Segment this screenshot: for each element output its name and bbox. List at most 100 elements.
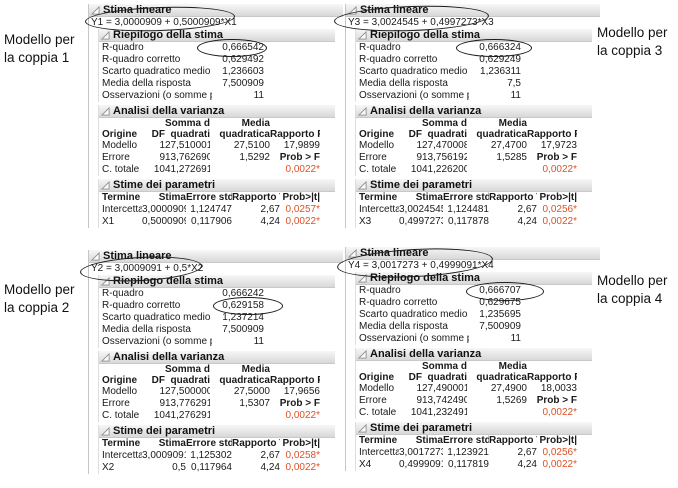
anova-section: Analisi della varianza Origine DF Somma … [355, 348, 600, 419]
anova-header-row: Origine DF Somma deiquadrati Mediaquadra… [359, 118, 577, 140]
summary-table: R-quadro 0,666707 R-quadro corretto 0,6296… [359, 285, 521, 345]
disclosure-triangle-icon[interactable] [101, 180, 110, 190]
param-term: X3 [359, 216, 372, 227]
anova-f: 17,9723 [540, 140, 577, 151]
disclosure-triangle-icon[interactable] [101, 276, 110, 286]
param-estimate: 3,0009091 [142, 450, 186, 461]
disclosure-triangle-icon[interactable] [358, 180, 367, 190]
table-row: X1 0,5000909 0,117906 4,24 0,0022* [102, 216, 320, 228]
anova-ms [210, 164, 270, 176]
col-header-stima: Stima [415, 435, 443, 446]
table-row: Intercetta 3,0017273 1,123921 2,67 0,025… [359, 447, 577, 459]
model-label-coppia-2: Modello per la coppia 2 [4, 282, 75, 316]
disclosure-triangle-icon[interactable] [358, 423, 367, 433]
disclosure-triangle-icon[interactable] [101, 426, 110, 436]
col-header-termine: Termine [102, 438, 141, 449]
anova-ss: 41,226200 [422, 164, 467, 175]
anova-ss: 13,756192 [422, 152, 467, 163]
section-title: Riepilogo della stima [370, 29, 481, 41]
anova-prob-f-label: Prob > F [536, 395, 577, 406]
parameter-table: Termine Stima Errore std Rapporto T Prob… [359, 192, 577, 228]
param-header-row: Termine Stima Errore std Rapporto T Prob… [102, 438, 320, 450]
table-row: C. totale 10 41,232491 0,0022* [359, 407, 577, 419]
disclosure-triangle-icon[interactable] [91, 5, 100, 15]
anova-ms: 27,4900 [490, 383, 527, 394]
stat-value: 7,5 [507, 78, 521, 89]
summary-table: R-quadro 0,666542 R-quadro corretto 0,6294… [102, 42, 264, 102]
disclosure-triangle-icon[interactable] [358, 349, 367, 359]
summary-of-fit-section: Riepilogo della stima R-quadro 0,666324 R… [355, 29, 600, 102]
regression-equation: Y2 = 3,0009091 + 0,5*X2 [91, 263, 204, 274]
stat-label: R-quadro corretto [102, 54, 181, 65]
col-header-stima: Stima [158, 192, 186, 203]
anova-ms [467, 164, 527, 176]
stat-label: Osservazioni (o somme pesate) [359, 333, 469, 344]
stat-value: 7,500909 [222, 78, 264, 89]
table-row: Media della risposta 7,500909 [102, 78, 264, 90]
parameter-table: Termine Stima Errore std Rapporto T Prob… [359, 435, 577, 471]
section-title: Stima lineare [103, 250, 172, 262]
param-t-ratio: 2,67 [517, 204, 537, 215]
stat-label: Media della risposta [102, 78, 191, 89]
anova-section: Analisi della varianza Origine DF Somma … [98, 105, 343, 176]
anova-ms: 27,4700 [490, 140, 527, 151]
param-header-row: Termine Stima Errore std Rapporto T Prob… [102, 192, 320, 204]
table-row: C. totale 10 41,226200 0,0022* [359, 164, 577, 176]
outline-header-anova: Analisi della varianza [99, 105, 335, 118]
table-row: X3 0,4997273 0,117878 4,24 0,0022* [359, 216, 577, 228]
param-p-value: 0,0022* [285, 216, 320, 227]
outline-header-parametri: Stime dei parametri [99, 425, 335, 438]
table-row: Modello 1 27,510001 27,5100 17,9899 [102, 140, 320, 152]
param-header-row: Termine Stima Errore std Rapporto T Prob… [359, 192, 577, 204]
param-term: X2 [102, 462, 115, 473]
anova-ms: 1,5307 [239, 398, 270, 409]
param-p-value: 0,0022* [542, 459, 577, 470]
stat-label: Scarto quadratico medio [359, 66, 468, 77]
disclosure-triangle-icon[interactable] [358, 30, 367, 40]
col-header-stima: Stima [415, 192, 443, 203]
param-std-error: 1,125302 [190, 450, 232, 461]
regression-panel-coppia-2: Stima lineare Y2 = 3,0009091 + 0,5*X2 Ri… [88, 250, 343, 474]
col-header-termine: Termine [359, 435, 398, 446]
anova-ss: 27,510001 [165, 140, 210, 151]
disclosure-triangle-icon[interactable] [101, 352, 110, 362]
disclosure-triangle-icon[interactable] [91, 251, 100, 261]
outline-header-stima-lineare: Stima lineare [346, 247, 600, 260]
section-title: Analisi della varianza [113, 105, 225, 117]
col-header-errore-std: Errore std [186, 192, 232, 203]
stat-label: Osservazioni (o somme pesate) [102, 336, 212, 347]
col-header-origine: Origine [102, 129, 138, 140]
section-title: Stima lineare [360, 4, 429, 16]
param-std-error: 0,117819 [448, 459, 489, 470]
param-estimate: 3,0000909 [142, 204, 186, 215]
disclosure-triangle-icon[interactable] [101, 106, 110, 116]
col-header-origine: Origine [359, 129, 395, 140]
param-p-value: 0,0256* [542, 447, 577, 458]
col-header-prob-t: Prob>|t| [539, 435, 577, 446]
anova-origine: C. totale [102, 410, 140, 421]
table-row: Osservazioni (o somme pesate) 11 [102, 90, 264, 102]
anova-df: 9 [159, 398, 165, 409]
outline-header-anova: Analisi della varianza [356, 348, 592, 361]
param-header-row: Termine Stima Errore std Rapporto T Prob… [359, 435, 577, 447]
anova-table: Origine DF Somma deiquadrati Mediaquadra… [359, 118, 577, 176]
disclosure-triangle-icon[interactable] [348, 5, 357, 15]
disclosure-triangle-icon[interactable] [358, 106, 367, 116]
col-header-rapporto-f: Rapporto F [270, 129, 320, 140]
table-row: Modello 1 27,500000 27,5000 17,9656 [102, 386, 320, 398]
stat-value: 7,500909 [222, 324, 264, 335]
summary-of-fit-section: Riepilogo della stima R-quadro 0,666542 R… [98, 29, 343, 102]
stat-value: 11 [510, 90, 521, 101]
disclosure-triangle-icon[interactable] [358, 273, 367, 283]
anova-origine: Errore [102, 152, 130, 163]
anova-df: 1 [416, 140, 422, 151]
outline-header-anova: Analisi della varianza [99, 351, 335, 364]
disclosure-triangle-icon[interactable] [348, 248, 357, 258]
table-row: Errore 9 13,742490 1,5269 Prob > F [359, 395, 577, 407]
col-header-prob-t: Prob>|t| [282, 192, 320, 203]
table-row: C. totale 10 41,276291 0,0022* [102, 410, 320, 422]
col-header-df: DF [151, 129, 165, 140]
section-title: Riepilogo della stima [113, 275, 224, 287]
disclosure-triangle-icon[interactable] [101, 30, 110, 40]
regression-panel-coppia-4: Stima lineare Y4 = 3,0017273 + 0,4999091… [345, 247, 600, 471]
